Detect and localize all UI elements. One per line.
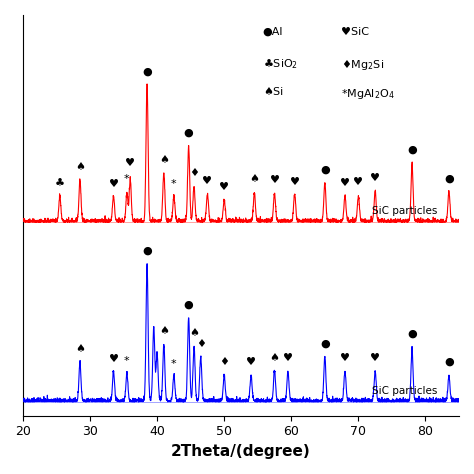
Text: ●: ● <box>320 164 330 175</box>
Text: ♥: ♥ <box>202 176 212 186</box>
Text: ●: ● <box>142 246 152 255</box>
Text: ♠: ♠ <box>75 344 85 354</box>
Text: *: * <box>171 179 177 189</box>
Text: SiC particles: SiC particles <box>372 206 437 216</box>
Text: ♦: ♦ <box>196 338 206 348</box>
Text: ♥: ♥ <box>370 173 380 183</box>
Text: ●: ● <box>444 173 454 183</box>
X-axis label: 2Theta/(degree): 2Theta/(degree) <box>171 444 311 459</box>
Text: SiC particles: SiC particles <box>372 386 437 396</box>
Text: ♠: ♠ <box>159 155 169 164</box>
Text: *MgAl$_2$O$_4$: *MgAl$_2$O$_4$ <box>341 87 395 101</box>
Text: *: * <box>124 356 130 366</box>
Text: ♥: ♥ <box>370 353 380 363</box>
Text: ♠: ♠ <box>75 162 85 172</box>
Text: ♦: ♦ <box>189 168 199 178</box>
Text: ●Al: ●Al <box>263 27 283 37</box>
Text: ♠Si: ♠Si <box>263 87 283 97</box>
Text: ♥: ♥ <box>125 158 135 168</box>
Text: ●: ● <box>142 66 152 76</box>
Text: ♠: ♠ <box>159 326 169 336</box>
Text: *: * <box>171 359 177 369</box>
Text: ♥: ♥ <box>219 182 229 192</box>
Text: ♣: ♣ <box>55 179 65 189</box>
Text: ♠: ♠ <box>270 353 280 364</box>
Text: ♦Mg$_2$Si: ♦Mg$_2$Si <box>341 57 384 72</box>
Text: ♦: ♦ <box>219 357 229 367</box>
Text: ●: ● <box>407 145 417 155</box>
Text: ♥: ♥ <box>283 353 293 363</box>
Text: ♥: ♥ <box>270 175 280 185</box>
Text: ♠: ♠ <box>189 328 199 338</box>
Text: ♥: ♥ <box>109 179 118 189</box>
Text: ♥: ♥ <box>354 177 364 187</box>
Text: ♥: ♥ <box>290 177 300 187</box>
Text: ♥: ♥ <box>246 356 256 367</box>
Text: ●: ● <box>320 338 330 348</box>
Text: ♣SiO$_2$: ♣SiO$_2$ <box>263 57 298 71</box>
Text: ●: ● <box>407 328 417 338</box>
Text: ♠: ♠ <box>249 174 259 184</box>
Text: ♥: ♥ <box>109 354 118 364</box>
Text: ♥SiC: ♥SiC <box>341 27 369 37</box>
Text: ♥: ♥ <box>340 178 350 188</box>
Text: *: * <box>124 174 130 184</box>
Text: ●: ● <box>444 357 454 367</box>
Text: ●: ● <box>184 300 193 310</box>
Text: ♥: ♥ <box>340 353 350 363</box>
Text: ●: ● <box>184 127 193 137</box>
